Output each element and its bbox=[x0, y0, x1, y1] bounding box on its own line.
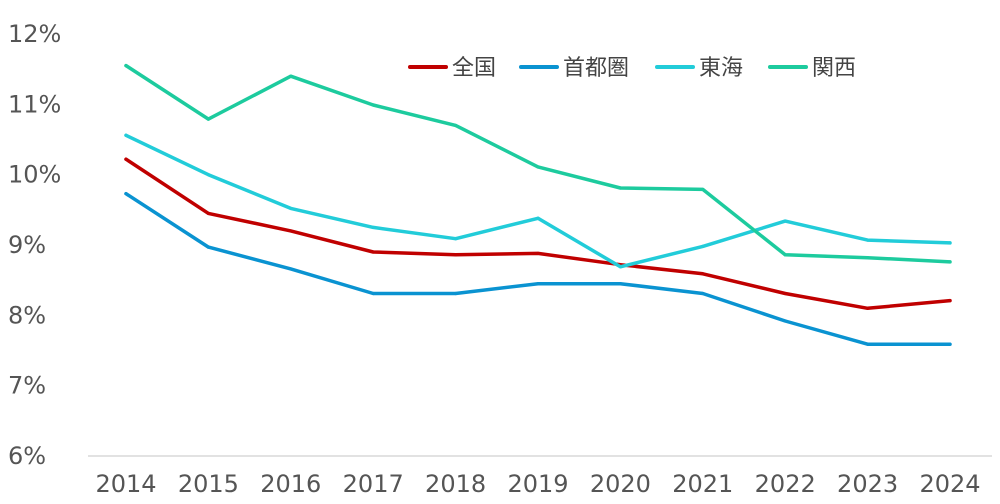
legend-label: 関西 bbox=[812, 56, 856, 81]
y-tick-label: 12% bbox=[8, 20, 61, 48]
data-point bbox=[866, 238, 870, 242]
legend-item: 東海 bbox=[655, 56, 743, 81]
data-point bbox=[701, 272, 705, 276]
data-point bbox=[536, 165, 540, 169]
data-point bbox=[206, 173, 210, 177]
data-point bbox=[536, 251, 540, 256]
data-point bbox=[618, 186, 623, 190]
data-point bbox=[454, 253, 458, 257]
x-tick-label: 2018 bbox=[425, 470, 486, 498]
data-point bbox=[783, 319, 787, 323]
x-tick-label: 2015 bbox=[178, 470, 239, 498]
y-tick-label: 7% bbox=[8, 372, 46, 400]
x-tick-label: 2022 bbox=[755, 470, 816, 498]
data-point bbox=[289, 206, 293, 211]
data-point bbox=[289, 229, 293, 233]
data-point bbox=[866, 256, 870, 260]
data-point bbox=[618, 265, 623, 269]
y-tick-label: 6% bbox=[8, 442, 46, 470]
series-line bbox=[124, 191, 952, 346]
legend-item: 首都圏 bbox=[519, 56, 629, 81]
data-point bbox=[618, 282, 623, 286]
series-1 bbox=[124, 157, 952, 311]
data-point bbox=[124, 133, 128, 137]
x-tick-label: 2024 bbox=[919, 470, 980, 498]
data-point bbox=[289, 74, 293, 78]
series-2 bbox=[124, 191, 952, 346]
legend: 全国 首都圏 東海 関西 bbox=[408, 56, 856, 81]
legend-label: 東海 bbox=[699, 56, 743, 81]
data-point bbox=[701, 187, 705, 192]
data-point bbox=[701, 244, 705, 249]
y-tick-label: 8% bbox=[8, 301, 46, 329]
data-point bbox=[371, 103, 375, 107]
series-3 bbox=[124, 133, 952, 269]
x-tick-label: 2023 bbox=[837, 470, 898, 498]
data-point bbox=[783, 253, 787, 257]
data-point bbox=[371, 250, 375, 254]
x-tick-label: 2017 bbox=[343, 470, 404, 498]
data-point bbox=[783, 291, 787, 296]
data-point bbox=[206, 245, 210, 249]
data-point bbox=[783, 219, 787, 223]
y-tick-label: 10% bbox=[8, 161, 61, 189]
data-point bbox=[289, 267, 293, 271]
data-point bbox=[866, 342, 870, 346]
series-lines bbox=[124, 63, 952, 346]
data-point bbox=[206, 211, 210, 215]
x-axis-ticks: 2014 2015 2016 2017 2018 2019 2020 2021 2022 2023… bbox=[95, 470, 980, 498]
data-point bbox=[701, 291, 705, 296]
series-line bbox=[124, 157, 952, 311]
x-tick-label: 2021 bbox=[672, 470, 733, 498]
data-point bbox=[206, 117, 210, 121]
data-point bbox=[371, 225, 375, 230]
data-point bbox=[454, 123, 458, 128]
data-point bbox=[866, 306, 870, 310]
y-tick-label: 11% bbox=[8, 90, 61, 118]
data-point bbox=[536, 216, 540, 220]
x-tick-label: 2020 bbox=[590, 470, 651, 498]
y-axis-ticks: 6% 7% 8% 9% 10% 11% 12% bbox=[8, 20, 61, 470]
data-point bbox=[948, 241, 952, 245]
data-point bbox=[536, 282, 540, 286]
data-point bbox=[454, 291, 458, 296]
y-tick-label: 9% bbox=[8, 231, 46, 259]
x-tick-label: 2019 bbox=[507, 470, 568, 498]
legend-label: 全国 bbox=[452, 56, 496, 81]
legend-item: 全国 bbox=[408, 56, 496, 81]
data-point bbox=[948, 298, 952, 303]
legend-label: 首都圏 bbox=[563, 56, 629, 81]
series-line bbox=[124, 63, 952, 264]
data-point bbox=[948, 342, 952, 346]
x-tick-label: 2016 bbox=[260, 470, 321, 498]
data-point bbox=[124, 192, 128, 196]
data-point bbox=[124, 157, 128, 161]
series-line bbox=[124, 133, 952, 269]
series-4 bbox=[124, 63, 952, 264]
data-point bbox=[948, 260, 952, 264]
data-point bbox=[371, 291, 375, 296]
data-point bbox=[124, 64, 128, 68]
data-point bbox=[454, 237, 458, 241]
legend-item: 関西 bbox=[768, 56, 856, 81]
x-tick-label: 2014 bbox=[95, 470, 156, 498]
